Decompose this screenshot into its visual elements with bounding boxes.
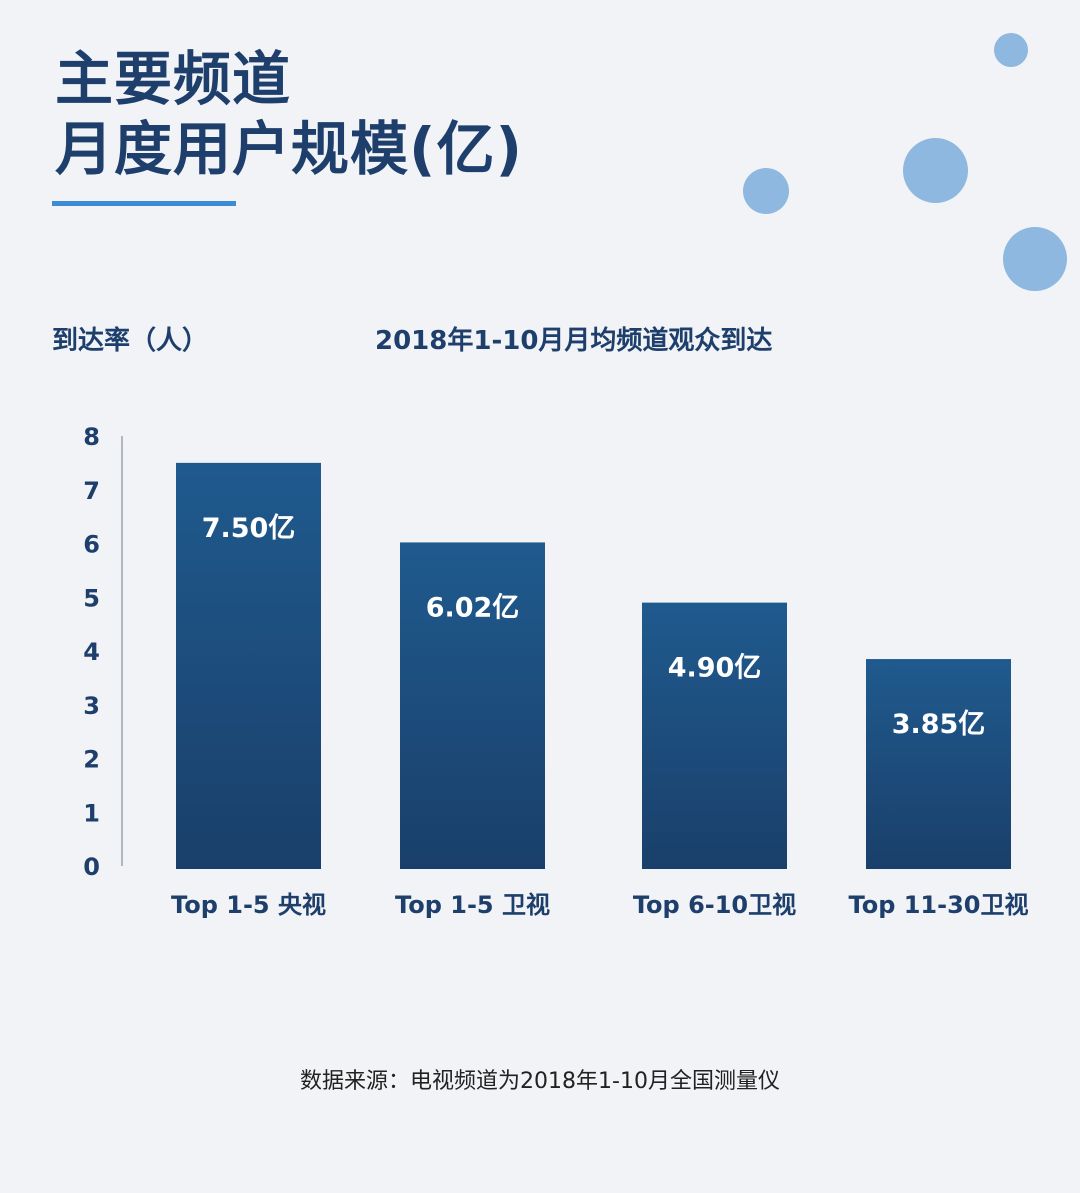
page-title-line-2: 月度用户规模(亿) bbox=[55, 115, 524, 183]
y-tick-label: 2 bbox=[83, 746, 100, 774]
y-tick-label: 0 bbox=[83, 853, 100, 881]
bar bbox=[642, 602, 787, 869]
y-tick-label: 8 bbox=[83, 423, 100, 451]
bar-data-label: 7.50亿 bbox=[202, 513, 296, 544]
y-tick-label: 4 bbox=[83, 638, 100, 666]
bar-chart: 0 1 2 3 4 5 6 7 8 7.50亿 Top 1-5 央视 6.02亿 Top 1-5 卫视… bbox=[83, 423, 1029, 919]
y-axis-label: 到达率（人） bbox=[52, 326, 209, 356]
y-tick-label: 5 bbox=[83, 584, 100, 612]
title-underline bbox=[52, 201, 236, 206]
bar-data-label: 6.02亿 bbox=[426, 592, 520, 623]
bar bbox=[176, 462, 321, 869]
y-tick-label: 1 bbox=[83, 799, 100, 827]
decorative-bubble-3 bbox=[743, 168, 789, 214]
bar bbox=[400, 542, 545, 869]
data-source-note: 数据来源：电视频道为2018年1-10月全国测量仪 bbox=[300, 1069, 780, 1094]
x-category-label: Top 1-5 央视 bbox=[171, 891, 326, 919]
y-tick-label: 6 bbox=[83, 531, 100, 559]
x-category-label: Top 11-30卫视 bbox=[849, 891, 1029, 919]
x-category-label: Top 6-10卫视 bbox=[633, 891, 796, 919]
decorative-bubble-2 bbox=[903, 138, 968, 203]
x-category-label: Top 1-5 卫视 bbox=[395, 891, 550, 919]
chart-title: 2018年1-10月月均频道观众到达 bbox=[375, 326, 773, 356]
decorative-bubble-1 bbox=[994, 33, 1028, 67]
bar bbox=[866, 659, 1011, 869]
bar-data-label: 4.90亿 bbox=[668, 653, 762, 684]
y-tick-label: 3 bbox=[83, 692, 100, 720]
y-tick-label: 7 bbox=[83, 477, 100, 505]
page-title-line-1: 主要频道 bbox=[55, 45, 292, 113]
decorative-bubble-4 bbox=[1003, 227, 1067, 291]
bar-data-label: 3.85亿 bbox=[892, 709, 986, 740]
